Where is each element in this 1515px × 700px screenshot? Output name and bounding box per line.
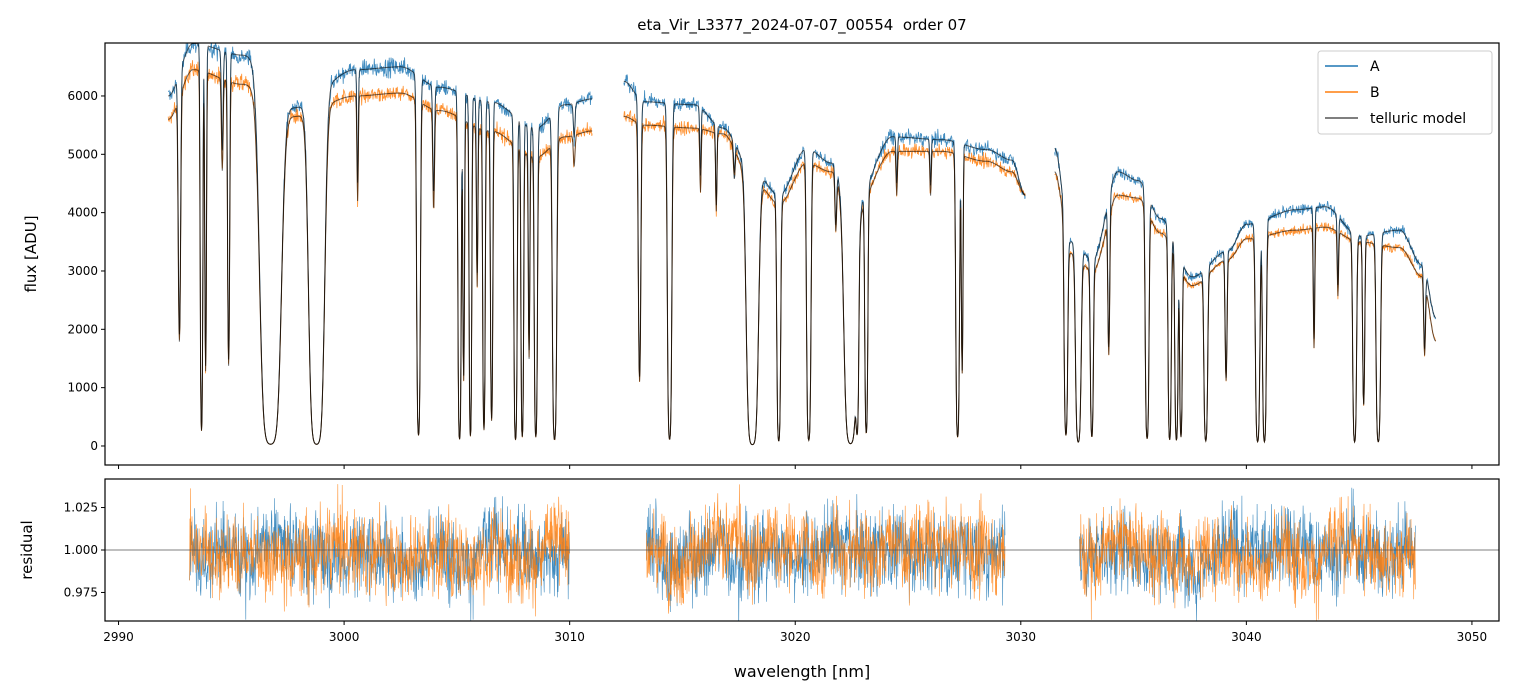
residual-y-tick-label: 0.975 [64,585,98,599]
x-tick-label: 2990 [103,630,134,644]
spectrum-y-tick-label: 3000 [67,264,98,278]
telluric-model-a-segment-0 [168,43,593,445]
spectrum-y-tick-label: 1000 [67,381,98,395]
x-tick-label: 3020 [780,630,811,644]
series-b-segment-1 [623,109,1026,446]
x-tick-label: 3030 [1006,630,1037,644]
x-tick-label: 3040 [1231,630,1262,644]
legend-label-a: A [1370,59,1380,75]
y-axis-label-flux: flux [ADU] [22,215,40,292]
x-tick-label: 3000 [329,630,360,644]
spectrum-y-tick-label: 6000 [67,89,98,103]
telluric-model-a-segment-2 [1054,148,1436,444]
series-b-segment-2 [1054,173,1437,444]
x-tick-label: 3010 [554,630,585,644]
residual-b-segment-1 [646,484,1006,614]
residual-y-tick-label: 1.000 [64,543,98,557]
chart-title: eta_Vir_L3377_2024-07-07_00554 order 07 [637,16,966,35]
x-tick-label: 3050 [1457,630,1488,644]
telluric-model-a-segment-1 [623,80,1026,446]
spectrum-y-tick-label: 5000 [67,147,98,161]
legend-label-b: B [1370,85,1380,101]
telluric-model-b-segment-0 [168,69,593,445]
legend-label-model: telluric model [1370,111,1466,127]
residual-y-tick-label: 1.025 [64,501,98,515]
spectrum-plot-area [167,43,1437,446]
spectrum-y-tick-label: 4000 [67,206,98,220]
spectrum-y-tick-label: 0 [90,439,98,453]
residual-b-segment-0 [189,484,570,617]
residual-a-segment-0 [189,496,570,621]
y-axis-label-residual: residual [18,520,36,579]
telluric-model-b-segment-2 [1054,171,1437,444]
x-axis-label: wavelength [nm] [734,662,871,681]
axes: 2990 3000 3010 3020 3030 3040 3050 0 1000 2000 300… [64,42,1500,644]
legend: A B telluric model [1317,50,1493,135]
spectrum-axes-frame [104,42,1500,466]
series-a-segment-2 [1054,147,1437,443]
residual-plot-area [105,484,1499,621]
telluric-model-b-segment-1 [623,115,1026,446]
residual-b-segment-2 [1079,496,1416,621]
spectrum-y-tick-label: 2000 [67,322,98,336]
